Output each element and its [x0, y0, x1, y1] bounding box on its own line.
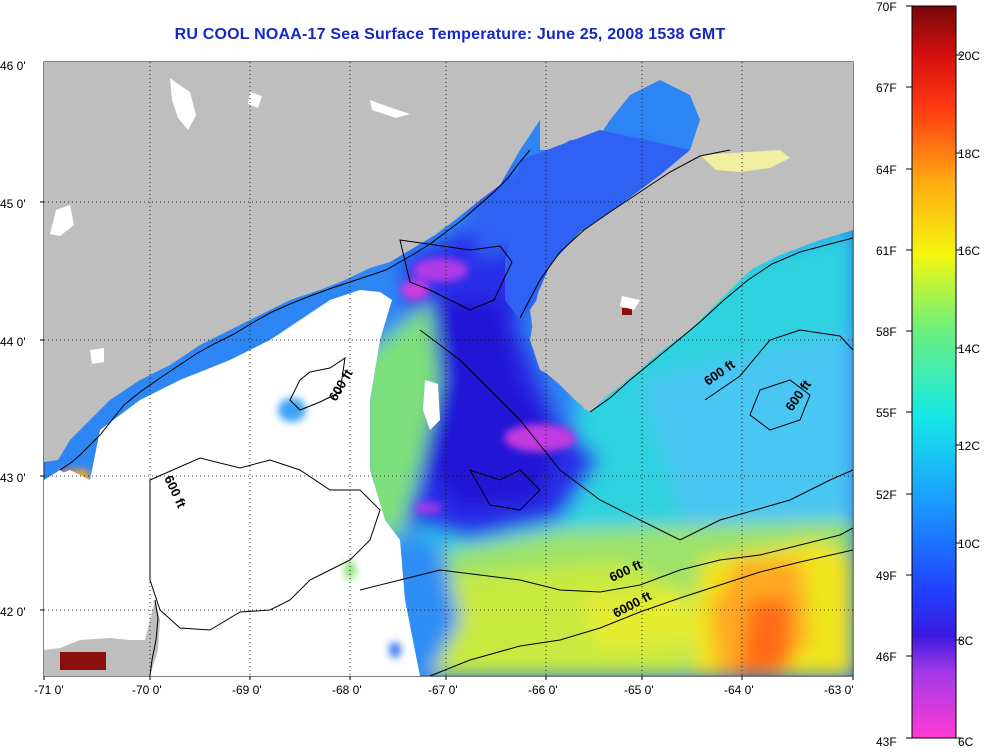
lat-label: 45 0': [0, 197, 26, 211]
lat-label: 46 0': [0, 59, 26, 73]
land-new-england: [44, 62, 540, 462]
lon-label: -71 0': [34, 683, 64, 697]
map-title: RU COOL NOAA-17 Sea Surface Temperature:…: [174, 26, 726, 43]
c-label: 20C: [958, 49, 980, 63]
graticule: [44, 62, 853, 676]
c-label: 16C: [958, 244, 980, 258]
c-label: 6C: [958, 735, 974, 749]
lon-label: -69 0': [232, 683, 262, 697]
land-nova-scotia: [530, 145, 853, 412]
f-label: 70F: [876, 0, 897, 14]
colorbar: 70F 67F 64F 61F 58F 55F 52F 49F 46F 43F …: [876, 0, 980, 749]
c-label: 12C: [958, 439, 980, 453]
lat-label: 42 0': [0, 605, 26, 619]
f-label: 58F: [876, 325, 897, 339]
lon-label: -65 0': [624, 683, 654, 697]
latitude-labels: 46 0' 45 0' 44 0' 43 0' 42 0': [0, 59, 26, 619]
bathymetry-contours: [149, 239, 853, 676]
colorbar-celsius-labels: 20C 18C 16C 14C 12C 10C 8C 6C: [958, 49, 980, 749]
c-label: 8C: [958, 634, 974, 648]
f-label: 52F: [876, 488, 897, 502]
f-label: 55F: [876, 406, 897, 420]
f-label: 49F: [876, 569, 897, 583]
longitude-labels: -71 0' -70 0' -69 0' -68 0' -67 0' -66 0…: [34, 683, 854, 697]
f-label: 67F: [876, 81, 897, 95]
cloud-mask: [44, 290, 420, 676]
lon-label: -70 0': [132, 683, 162, 697]
colorbar-gradient: [911, 5, 957, 739]
sst-field: [44, 62, 853, 676]
lon-label: -63 0': [824, 683, 854, 697]
f-label: 61F: [876, 244, 897, 258]
f-label: 46F: [876, 650, 897, 664]
lat-label: 44 0': [0, 335, 26, 349]
lon-label: -67 0': [428, 683, 458, 697]
lat-label: 43 0': [0, 471, 26, 485]
c-label: 18C: [958, 147, 980, 161]
f-label: 64F: [876, 163, 897, 177]
f-label: 43F: [876, 735, 897, 749]
c-label: 10C: [958, 537, 980, 551]
lon-label: -68 0': [332, 683, 362, 697]
lon-label: -66 0': [528, 683, 558, 697]
c-label: 14C: [958, 342, 980, 356]
lon-label: -64 0': [724, 683, 754, 697]
colorbar-fahrenheit-labels: 70F 67F 64F 61F 58F 55F 52F 49F 46F 43F: [876, 0, 897, 749]
